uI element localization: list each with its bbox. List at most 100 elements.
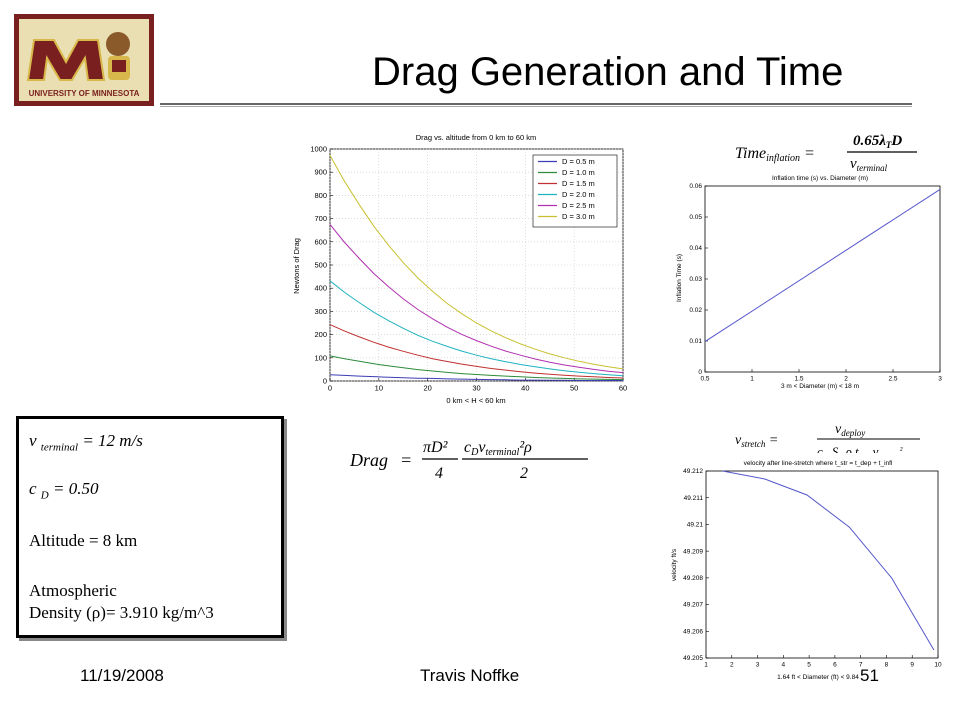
- y-tick-label: 600: [314, 237, 327, 246]
- inflation-time-equation: Timeinflation = 0.65λTD vterminal: [735, 133, 917, 173]
- x-tick-label: 2: [844, 376, 848, 383]
- series-line-3: [329, 324, 624, 379]
- svg-text:Timeinflation =: Timeinflation =: [735, 145, 815, 164]
- drag-equation: Drag = πD² 4 cDvterminal²ρ 2: [350, 439, 588, 482]
- svg-text:UNIVERSITY OF MINNESOTA: UNIVERSITY OF MINNESOTA: [29, 89, 140, 98]
- y-tick-label: 49.21: [687, 522, 704, 529]
- x-tick-label: 4: [782, 662, 786, 669]
- x-tick-label: 30: [472, 384, 480, 393]
- altitude-line: Altitude = 8 km: [29, 531, 138, 550]
- series-line-2: [329, 355, 624, 381]
- series-line-1: [704, 188, 941, 343]
- page-title: Drag Generation and Time: [372, 50, 844, 94]
- x-tick-label: 60: [619, 384, 627, 393]
- plot-area: [704, 185, 941, 373]
- legend-entry: D = 3.0 m: [562, 212, 595, 221]
- y-tick-label: 900: [314, 168, 327, 177]
- university-logo: UNIVERSITY OF MINNESOTA: [14, 14, 154, 106]
- x-axis-label: 1.64 ft < Diameter (ft) < 9.84: [777, 674, 859, 681]
- x-tick-label: 3: [756, 662, 760, 669]
- x-tick-label: 8: [885, 662, 889, 669]
- svg-text:Drag: Drag: [350, 450, 388, 470]
- x-tick-label: 5: [807, 662, 811, 669]
- y-tick-label: 800: [314, 191, 327, 200]
- series-line-5: [329, 224, 624, 374]
- svg-text:vterminal: vterminal: [850, 156, 888, 173]
- inflation-time-chart: Inflation time (s) vs. Diameter (m) 0.5 1…: [672, 172, 948, 394]
- drag-coefficient-line: c D = 0.50: [29, 479, 99, 502]
- x-tick-label: 1: [704, 662, 708, 669]
- x-tick-label: 10: [934, 662, 942, 669]
- drag-vs-altitude-chart: Drag vs. altitude from 0 km to 60 km 0 10…: [290, 130, 640, 408]
- legend-entry: D = 1.5 m: [562, 179, 595, 188]
- page-number: 51: [860, 666, 879, 685]
- x-tick-label: 2: [730, 662, 734, 669]
- y-tick-label: 49.212: [683, 468, 703, 475]
- x-axis-label: 3 m < Diameter (m) < 18 m: [781, 383, 859, 390]
- x-tick-label: 6: [833, 662, 837, 669]
- y-tick-label: 200: [314, 330, 327, 339]
- x-tick-label: 2.5: [888, 376, 897, 383]
- y-tick-label: 400: [314, 284, 327, 293]
- y-tick-label: 49.207: [683, 602, 703, 609]
- svg-text:=: =: [400, 450, 412, 470]
- svg-text:4: 4: [435, 465, 443, 482]
- legend-entry: D = 0.5 m: [562, 157, 595, 166]
- y-tick-label: 0.03: [689, 276, 702, 283]
- y-tick-label: 0: [698, 369, 702, 376]
- svg-text:vstretch =: vstretch =: [735, 433, 778, 449]
- chart-title: velocity after line-stretch where t_str …: [744, 460, 893, 467]
- velocity-after-stretch-chart: velocity after line-stretch where t_str …: [668, 453, 950, 685]
- y-tick-label: 0.04: [689, 245, 702, 252]
- y-axis-label: velocity ft/s: [671, 548, 678, 581]
- legend-entry: D = 2.5 m: [562, 201, 595, 210]
- legend-entry: D = 1.0 m: [562, 168, 595, 177]
- plot-area: [705, 470, 939, 659]
- x-tick-label: 20: [423, 384, 431, 393]
- legend: D = 0.5 m D = 1.0 m D = 1.5 m D = 2.0 m D = …: [532, 154, 618, 228]
- y-tick-label: 700: [314, 214, 327, 223]
- y-tick-label: 0.02: [689, 307, 702, 314]
- series-line-1: [329, 374, 623, 381]
- legend-entry: D = 2.0 m: [562, 190, 595, 199]
- y-tick-label: 100: [314, 353, 327, 362]
- x-tick-label: 7: [859, 662, 863, 669]
- y-tick-label: 49.209: [683, 548, 703, 555]
- density-line-1: Atmospheric: [29, 581, 117, 600]
- x-axis-label: 0 km < H < 60 km: [446, 396, 505, 405]
- y-axis-label: Inflation Time (s): [676, 254, 683, 302]
- y-tick-label: 1000: [310, 145, 327, 154]
- y-tick-label: 0.05: [689, 214, 702, 221]
- y-tick-label: 49.205: [683, 655, 703, 662]
- title-divider: [160, 103, 912, 105]
- y-tick-label: 0.06: [689, 183, 702, 190]
- x-tick-label: 1.5: [794, 376, 803, 383]
- series-line-4: [329, 280, 624, 377]
- y-tick-label: 49.206: [683, 628, 703, 635]
- svg-text:vdeploy: vdeploy: [835, 422, 865, 438]
- y-tick-label: 49.208: [683, 575, 703, 582]
- title-divider-shadow: [160, 106, 912, 107]
- parameters-box: v terminal = 12 m/s c D = 0.50 Altitude …: [16, 416, 284, 638]
- x-tick-label: 3: [938, 376, 942, 383]
- svg-text:πD²: πD²: [423, 439, 449, 456]
- density-line-2: Density (ρ)= 3.910 kg/m^3: [29, 603, 214, 622]
- y-tick-label: 300: [314, 307, 327, 316]
- y-tick-label: 49.211: [684, 495, 704, 502]
- svg-text:0.65λTD: 0.65λTD: [853, 133, 902, 150]
- footer-author: Travis Noffke: [420, 666, 520, 685]
- y-axis-label: Newtons of Drag: [292, 238, 301, 294]
- series-line-6: [329, 155, 624, 370]
- svg-text:cDvterminal²ρ: cDvterminal²ρ: [464, 439, 532, 458]
- v-terminal-line: v terminal = 12 m/s: [29, 431, 143, 454]
- footer-date: 11/19/2008: [80, 666, 164, 685]
- svg-text:2: 2: [520, 465, 528, 482]
- x-tick-label: 9: [910, 662, 914, 669]
- chart-title: Drag vs. altitude from 0 km to 60 km: [416, 133, 536, 142]
- y-tick-label: 500: [314, 261, 327, 270]
- x-tick-label: 0: [328, 384, 332, 393]
- x-tick-label: 10: [375, 384, 383, 393]
- x-tick-label: 1: [750, 376, 754, 383]
- y-tick-label: 0.01: [689, 338, 702, 345]
- x-tick-label: 40: [521, 384, 529, 393]
